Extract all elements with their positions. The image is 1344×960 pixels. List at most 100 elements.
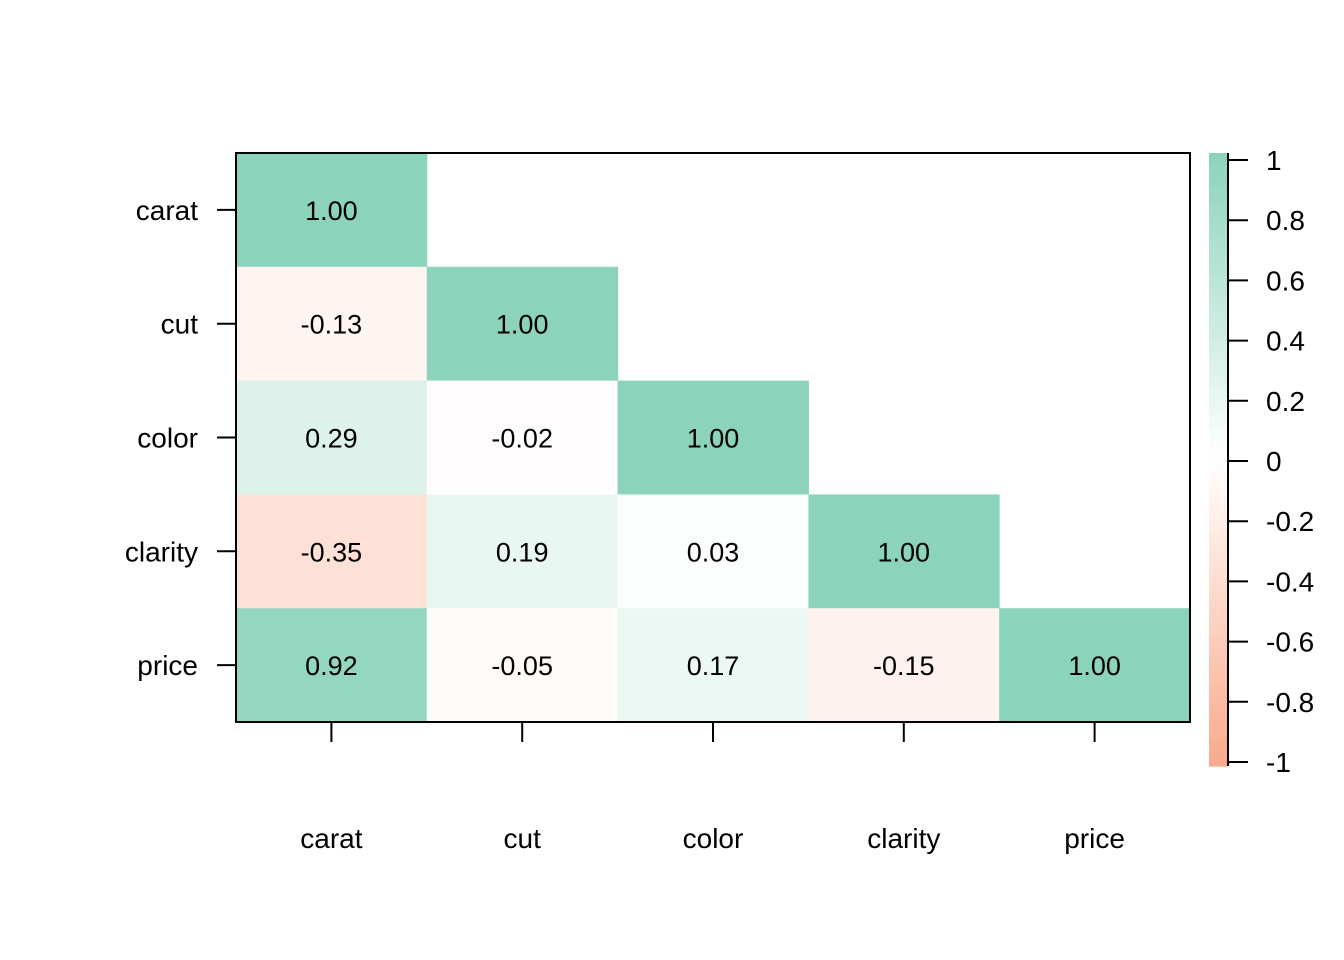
color-legend-segment xyxy=(1209,725,1228,731)
color-legend-segment xyxy=(1209,168,1228,175)
color-legend-tick-label: 0.4 xyxy=(1266,326,1305,357)
color-legend-segment xyxy=(1209,219,1228,226)
color-legend-segment xyxy=(1209,377,1228,384)
color-legend-segment xyxy=(1209,622,1228,629)
color-legend-segment xyxy=(1209,469,1228,476)
color-legend-segment xyxy=(1209,571,1228,578)
color-legend-segment xyxy=(1209,633,1228,639)
color-legend-segment xyxy=(1209,439,1228,445)
color-legend-segment xyxy=(1209,561,1228,568)
color-legend-segment xyxy=(1209,265,1228,272)
color-legend-segment xyxy=(1209,306,1228,312)
cell-value-label: 0.92 xyxy=(305,651,358,681)
color-legend-segment xyxy=(1209,204,1228,210)
heatmap-cell-price-cut xyxy=(426,608,619,723)
color-legend-segment xyxy=(1209,362,1228,369)
color-legend-tick-label: 0 xyxy=(1266,446,1282,477)
color-legend-segment xyxy=(1209,347,1228,353)
color-legend-segment xyxy=(1209,234,1228,241)
color-legend-segment xyxy=(1209,153,1228,159)
color-legend-segment xyxy=(1209,709,1228,716)
heatmap-cell-clarity-cut xyxy=(426,494,619,609)
color-legend-segment xyxy=(1209,755,1228,762)
heatmap-cell-price-price xyxy=(999,608,1191,723)
y-tick-label-clarity: clarity xyxy=(125,536,198,567)
color-legend-segment xyxy=(1209,704,1228,711)
color-legend-segment xyxy=(1209,546,1228,553)
color-legend-segment xyxy=(1209,464,1228,471)
color-legend-segment xyxy=(1209,479,1228,486)
color-legend-segment xyxy=(1209,449,1228,455)
color-legend-segment xyxy=(1209,689,1228,696)
color-legend-segment xyxy=(1209,663,1228,670)
cell-value-label: 1.00 xyxy=(687,424,740,454)
heatmap-cell-carat-carat xyxy=(236,153,428,268)
color-legend-tick-label: -0.6 xyxy=(1266,627,1314,658)
color-legend-segment xyxy=(1209,490,1228,496)
cell-value-label: -0.05 xyxy=(491,651,553,681)
heatmap-cell-color-carat xyxy=(236,380,428,495)
color-legend-segment xyxy=(1209,612,1228,619)
color-legend-segment xyxy=(1209,270,1228,277)
color-legend-segment xyxy=(1209,290,1228,297)
heatmap-cell-price-color xyxy=(617,608,809,723)
x-tick-label-carat: carat xyxy=(300,823,362,854)
color-legend-segment xyxy=(1209,500,1228,507)
color-legend-segment xyxy=(1209,382,1228,389)
color-legend-segment xyxy=(1209,459,1228,466)
color-legend-tick-label: -0.2 xyxy=(1266,506,1314,537)
color-legend-segment xyxy=(1209,602,1228,609)
x-tick-label-color: color xyxy=(683,823,744,854)
color-legend-segment xyxy=(1209,607,1228,614)
color-legend-segment xyxy=(1209,587,1228,593)
heatmap-cell-color-cut xyxy=(426,380,619,495)
color-legend-segment xyxy=(1209,413,1228,420)
color-legend-tick-label: -0.4 xyxy=(1266,566,1314,597)
x-tick-label-clarity: clarity xyxy=(867,823,940,854)
color-legend-segment xyxy=(1209,505,1228,512)
cell-value-label: 0.17 xyxy=(687,651,740,681)
color-legend-segment xyxy=(1209,158,1228,164)
color-legend-segment xyxy=(1209,628,1228,634)
color-legend-segment xyxy=(1209,536,1228,542)
heatmap-cell-color-color xyxy=(617,380,809,495)
heatmap-cell-labels: 1.00 -0.13 1.00 0.29 -0.02 1.00 -0.35 0.19 0.03 1… xyxy=(301,196,1121,681)
color-legend-segment xyxy=(1209,244,1228,251)
color-legend-segment xyxy=(1209,173,1228,180)
color-legend-segment xyxy=(1209,648,1228,655)
color-legend-segment xyxy=(1209,209,1228,215)
cell-value-label: 1.00 xyxy=(305,196,358,226)
color-legend-segment xyxy=(1209,275,1228,282)
y-tick-label-carat: carat xyxy=(136,195,198,226)
color-legend-segment xyxy=(1209,520,1228,527)
color-legend-segment xyxy=(1209,188,1228,195)
color-legend-segment xyxy=(1209,229,1228,236)
heatmap-cell-clarity-clarity xyxy=(808,494,1000,609)
color-legend-segment xyxy=(1209,653,1228,660)
color-legend-segment xyxy=(1209,331,1228,338)
color-legend-segment xyxy=(1209,474,1228,481)
color-legend-segment xyxy=(1209,720,1228,726)
color-legend-segment xyxy=(1209,285,1228,292)
color-legend-segment xyxy=(1209,336,1228,343)
color-legend-segment xyxy=(1209,617,1228,624)
x-axis: carat cut color clarity price xyxy=(300,722,1125,854)
color-legend-segment xyxy=(1209,597,1228,604)
color-legend-segment xyxy=(1209,193,1228,200)
color-legend-segment xyxy=(1209,239,1228,246)
cell-value-label: 1.00 xyxy=(496,310,549,340)
color-legend-segment xyxy=(1209,316,1228,323)
color-legend-segment xyxy=(1209,735,1228,742)
color-legend-tick-label: 0.8 xyxy=(1266,205,1305,236)
color-legend-segment xyxy=(1209,684,1228,690)
color-legend-segment xyxy=(1209,398,1228,404)
color-legend-segment xyxy=(1209,183,1228,190)
color-legend-segment xyxy=(1209,694,1228,701)
color-legend-segment xyxy=(1209,668,1228,675)
cell-value-label: 1.00 xyxy=(1068,651,1121,681)
color-legend-segment xyxy=(1209,367,1228,374)
color-legend-segment xyxy=(1209,444,1228,450)
color-legend-segment xyxy=(1209,658,1228,665)
color-legend-segment xyxy=(1209,495,1228,501)
